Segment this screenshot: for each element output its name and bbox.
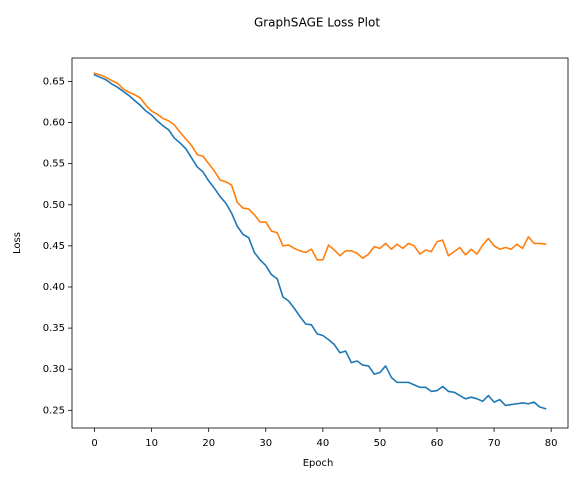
y-tick-label: 0.55 — [43, 159, 65, 170]
series-line-1 — [93, 72, 547, 261]
x-tick-label: 0 — [91, 438, 97, 449]
x-tick-label: 70 — [488, 438, 501, 449]
chart-title: GraphSAGE Loss Plot — [254, 16, 380, 30]
plot-frame — [71, 57, 569, 429]
x-tick-label: 40 — [316, 438, 329, 449]
y-axis-label: Loss — [12, 232, 23, 254]
x-tick-label: 60 — [431, 438, 444, 449]
x-ticks: 0 10 20 30 40 50 60 70 80 — [91, 428, 558, 449]
series-layer — [93, 72, 547, 410]
y-ticks: 0.25 0.30 0.35 0.40 0.45 0.50 0.55 0.60 0.65 — [43, 76, 72, 416]
y-tick-label: 0.40 — [43, 282, 65, 293]
x-tick-label: 30 — [259, 438, 272, 449]
y-tick-label: 0.30 — [43, 364, 65, 375]
y-tick-label: 0.45 — [43, 241, 65, 252]
y-tick-label: 0.50 — [43, 200, 65, 211]
x-tick-label: 80 — [545, 438, 558, 449]
plot-area — [72, 58, 568, 428]
y-tick-label: 0.35 — [43, 323, 65, 334]
series-line-0 — [93, 73, 547, 410]
y-tick-label: 0.25 — [43, 405, 65, 416]
x-tick-label: 50 — [374, 438, 387, 449]
y-tick-label: 0.65 — [43, 76, 65, 87]
y-tick-label: 0.60 — [43, 118, 65, 129]
x-tick-label: 10 — [145, 438, 158, 449]
x-tick-label: 20 — [202, 438, 215, 449]
x-axis-label: Epoch — [303, 458, 334, 469]
